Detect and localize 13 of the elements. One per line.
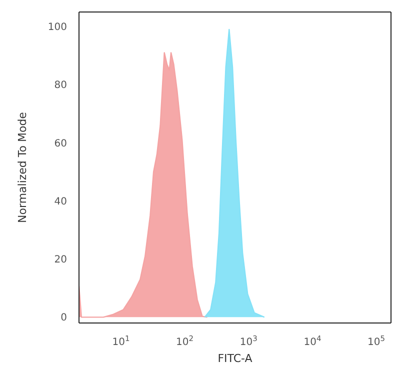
x-tick-label: 10$^{4}$ <box>304 334 322 348</box>
x-tick-label: 10$^{5}$ <box>368 334 386 348</box>
x-tick-label: 10$^{1}$ <box>112 334 130 348</box>
x-axis-title: FITC-A <box>218 352 253 365</box>
y-tick-label: 80 <box>54 80 67 92</box>
y-tick-label: 40 <box>54 196 67 208</box>
y-tick-label: 60 <box>54 138 67 150</box>
y-tick-label: 20 <box>54 254 67 266</box>
x-tick-label: 10$^{2}$ <box>176 334 194 348</box>
y-axis-title: Normalized To Mode <box>16 112 29 223</box>
y-tick-label: 100 <box>48 22 67 34</box>
x-tick-label: 10$^{3}$ <box>240 334 258 348</box>
y-tick-label: 0 <box>60 312 67 324</box>
